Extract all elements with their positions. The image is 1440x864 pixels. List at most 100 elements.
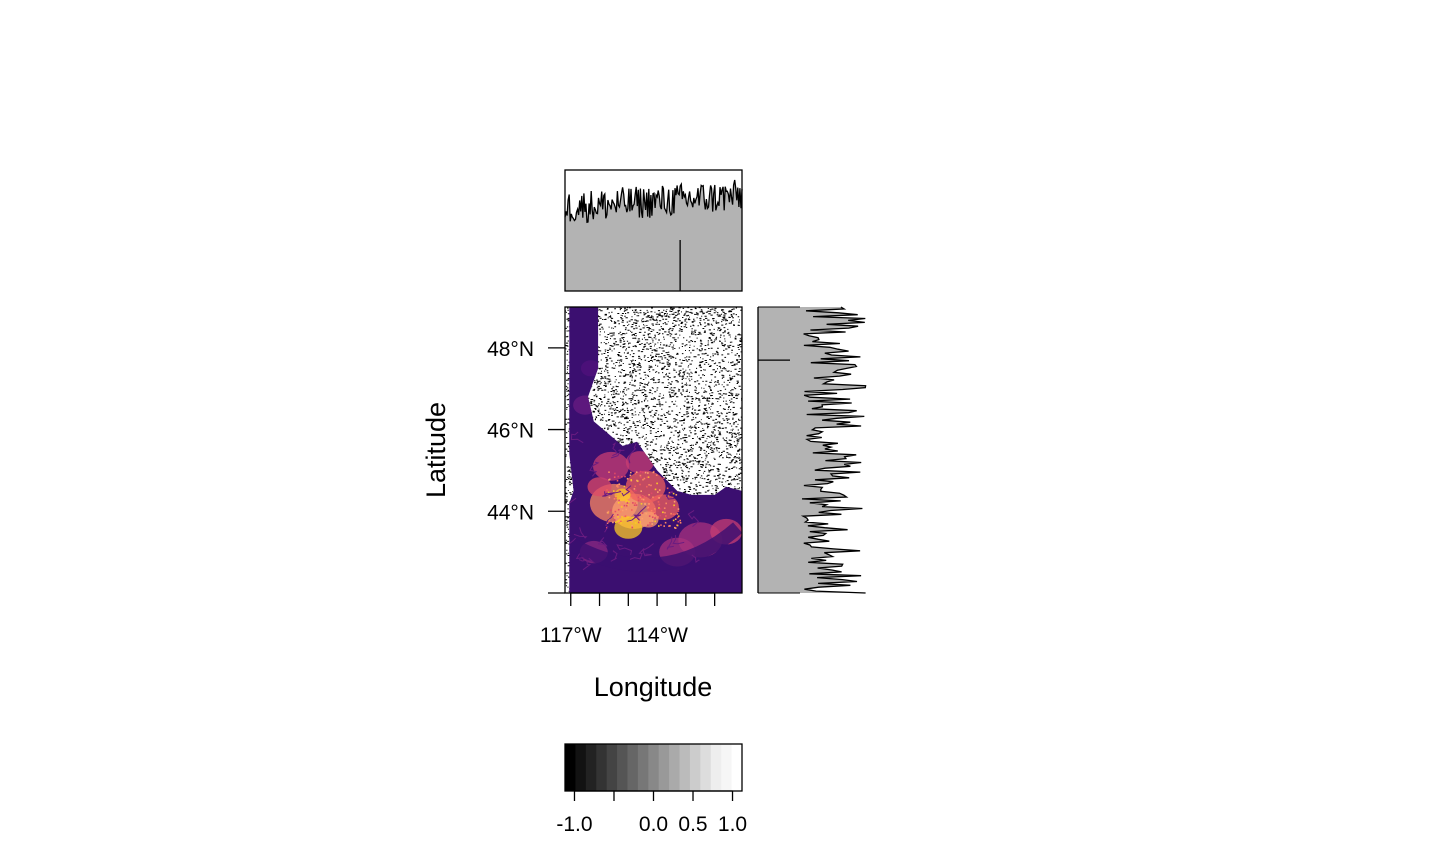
elevation-speckle: [627, 499, 630, 501]
elevation-speckle: [658, 525, 660, 527]
elevation-speckle: [647, 476, 650, 478]
elevation-speckle: [657, 516, 659, 518]
elevation-speckle: [621, 476, 623, 478]
elevation-speckle: [617, 516, 619, 518]
elevation-speckle: [619, 511, 622, 513]
elevation-speckle: [616, 485, 618, 487]
elevation-speckle: [665, 502, 667, 505]
elevation-speckle: [663, 518, 666, 520]
elevation-speckle: [613, 490, 615, 492]
elevation-speckle: [642, 498, 645, 501]
colorbar-tick-label: 0.5: [678, 813, 707, 836]
elevation-speckle: [630, 490, 633, 493]
elevation-speckle: [616, 479, 619, 482]
colorbar-bin: [637, 744, 649, 791]
elevation-speckle: [651, 520, 654, 522]
elevation-speckle: [657, 501, 660, 503]
elevation-speckle: [612, 515, 615, 517]
elevation-speckle: [669, 525, 671, 527]
colorbar-bins: [565, 744, 743, 791]
elevation-speckle: [659, 507, 662, 510]
elevation-speckle: [677, 510, 680, 512]
elevation-speckle: [674, 518, 677, 520]
elevation-speckle: [675, 494, 678, 496]
elevation-speckle: [634, 502, 636, 504]
elevation-speckle: [621, 516, 623, 518]
elevation-speckle: [639, 512, 642, 514]
elevation-speckle: [651, 523, 653, 525]
elevation-speckle: [654, 520, 656, 523]
elevation-speckle: [664, 511, 666, 514]
elevation-patch: [625, 470, 666, 503]
elevation-speckle: [677, 520, 680, 523]
elevation-speckle: [652, 471, 655, 474]
elevation-speckle: [658, 489, 661, 491]
elevation-speckle: [666, 487, 669, 490]
elevation-speckle: [676, 513, 679, 515]
top-marginal-panel: [564, 169, 743, 292]
elevation-speckle: [628, 500, 630, 503]
elevation-speckle: [626, 499, 628, 502]
elevation-speckle: [630, 497, 633, 499]
elevation-speckle: [655, 474, 658, 476]
elevation-speckle: [633, 504, 636, 506]
colorbar-bin: [679, 744, 691, 791]
top-marginal-frame: [564, 169, 743, 292]
elevation-speckle: [671, 496, 674, 499]
x-tick-label: 114°W: [626, 624, 688, 647]
elevation-speckle: [636, 480, 639, 482]
elevation-speckle: [635, 504, 638, 506]
elevation-speckle: [679, 522, 682, 524]
colorbar: -1.0 0.0 0.5 1.0: [556, 743, 747, 836]
elevation-speckle: [616, 484, 619, 486]
elevation-speckle: [668, 491, 671, 494]
snake-river-plain: [569, 522, 742, 572]
elevation-speckle: [639, 496, 642, 498]
elevation-speckle: [644, 471, 647, 474]
colorbar-tick-label: 1.0: [718, 813, 747, 836]
elevation-speckle: [643, 477, 646, 480]
elevation-speckle: [679, 519, 681, 522]
elevation-speckle: [618, 521, 620, 524]
elevation-speckle: [648, 503, 650, 505]
elevation-speckle: [648, 494, 650, 496]
elevation-speckle: [631, 524, 633, 527]
elevation-patch: [587, 477, 612, 497]
elevation-speckle: [617, 508, 620, 511]
elevation-speckle: [663, 507, 666, 509]
elevation-speckle: [626, 504, 628, 507]
elevation-speckle: [672, 492, 675, 495]
elevation-speckle: [677, 508, 680, 510]
colorbar-bin: [710, 744, 722, 791]
elevation-speckle: [676, 524, 679, 527]
elevation-speckle: [618, 483, 621, 485]
elevation-color-layer: [569, 360, 742, 572]
colorbar-bin: [617, 744, 628, 791]
elevation-speckle: [612, 521, 614, 524]
elevation-speckle: [658, 503, 661, 506]
elevation-patch: [580, 360, 601, 377]
elevation-speckle: [677, 516, 679, 519]
colorbar-bin: [606, 744, 618, 791]
elevation-speckle: [631, 520, 633, 523]
elevation-speckle: [626, 478, 629, 480]
elevation-speckle: [647, 472, 649, 474]
elevation-speckle: [620, 506, 623, 508]
elevation-speckle: [641, 517, 644, 520]
right-marginal-panel: [757, 306, 867, 594]
elevation-speckle: [615, 509, 618, 512]
elevation-speckle: [632, 516, 634, 519]
elevation-speckle: [617, 501, 620, 504]
elevation-speckle: [642, 496, 644, 498]
elevation-speckle: [674, 527, 677, 529]
elevation-speckle: [665, 515, 667, 517]
colorbar-bin: [575, 744, 587, 791]
elevation-speckle: [620, 491, 623, 494]
elevation-speckle: [625, 508, 628, 511]
elevation-speckle: [633, 490, 636, 492]
elevation-speckle: [634, 522, 637, 524]
elevation-speckle: [614, 472, 616, 475]
y-axis: 44°N 46°N 48°N: [487, 338, 565, 594]
elevation-speckle: [612, 512, 615, 514]
elevation-speckle: [654, 508, 656, 510]
